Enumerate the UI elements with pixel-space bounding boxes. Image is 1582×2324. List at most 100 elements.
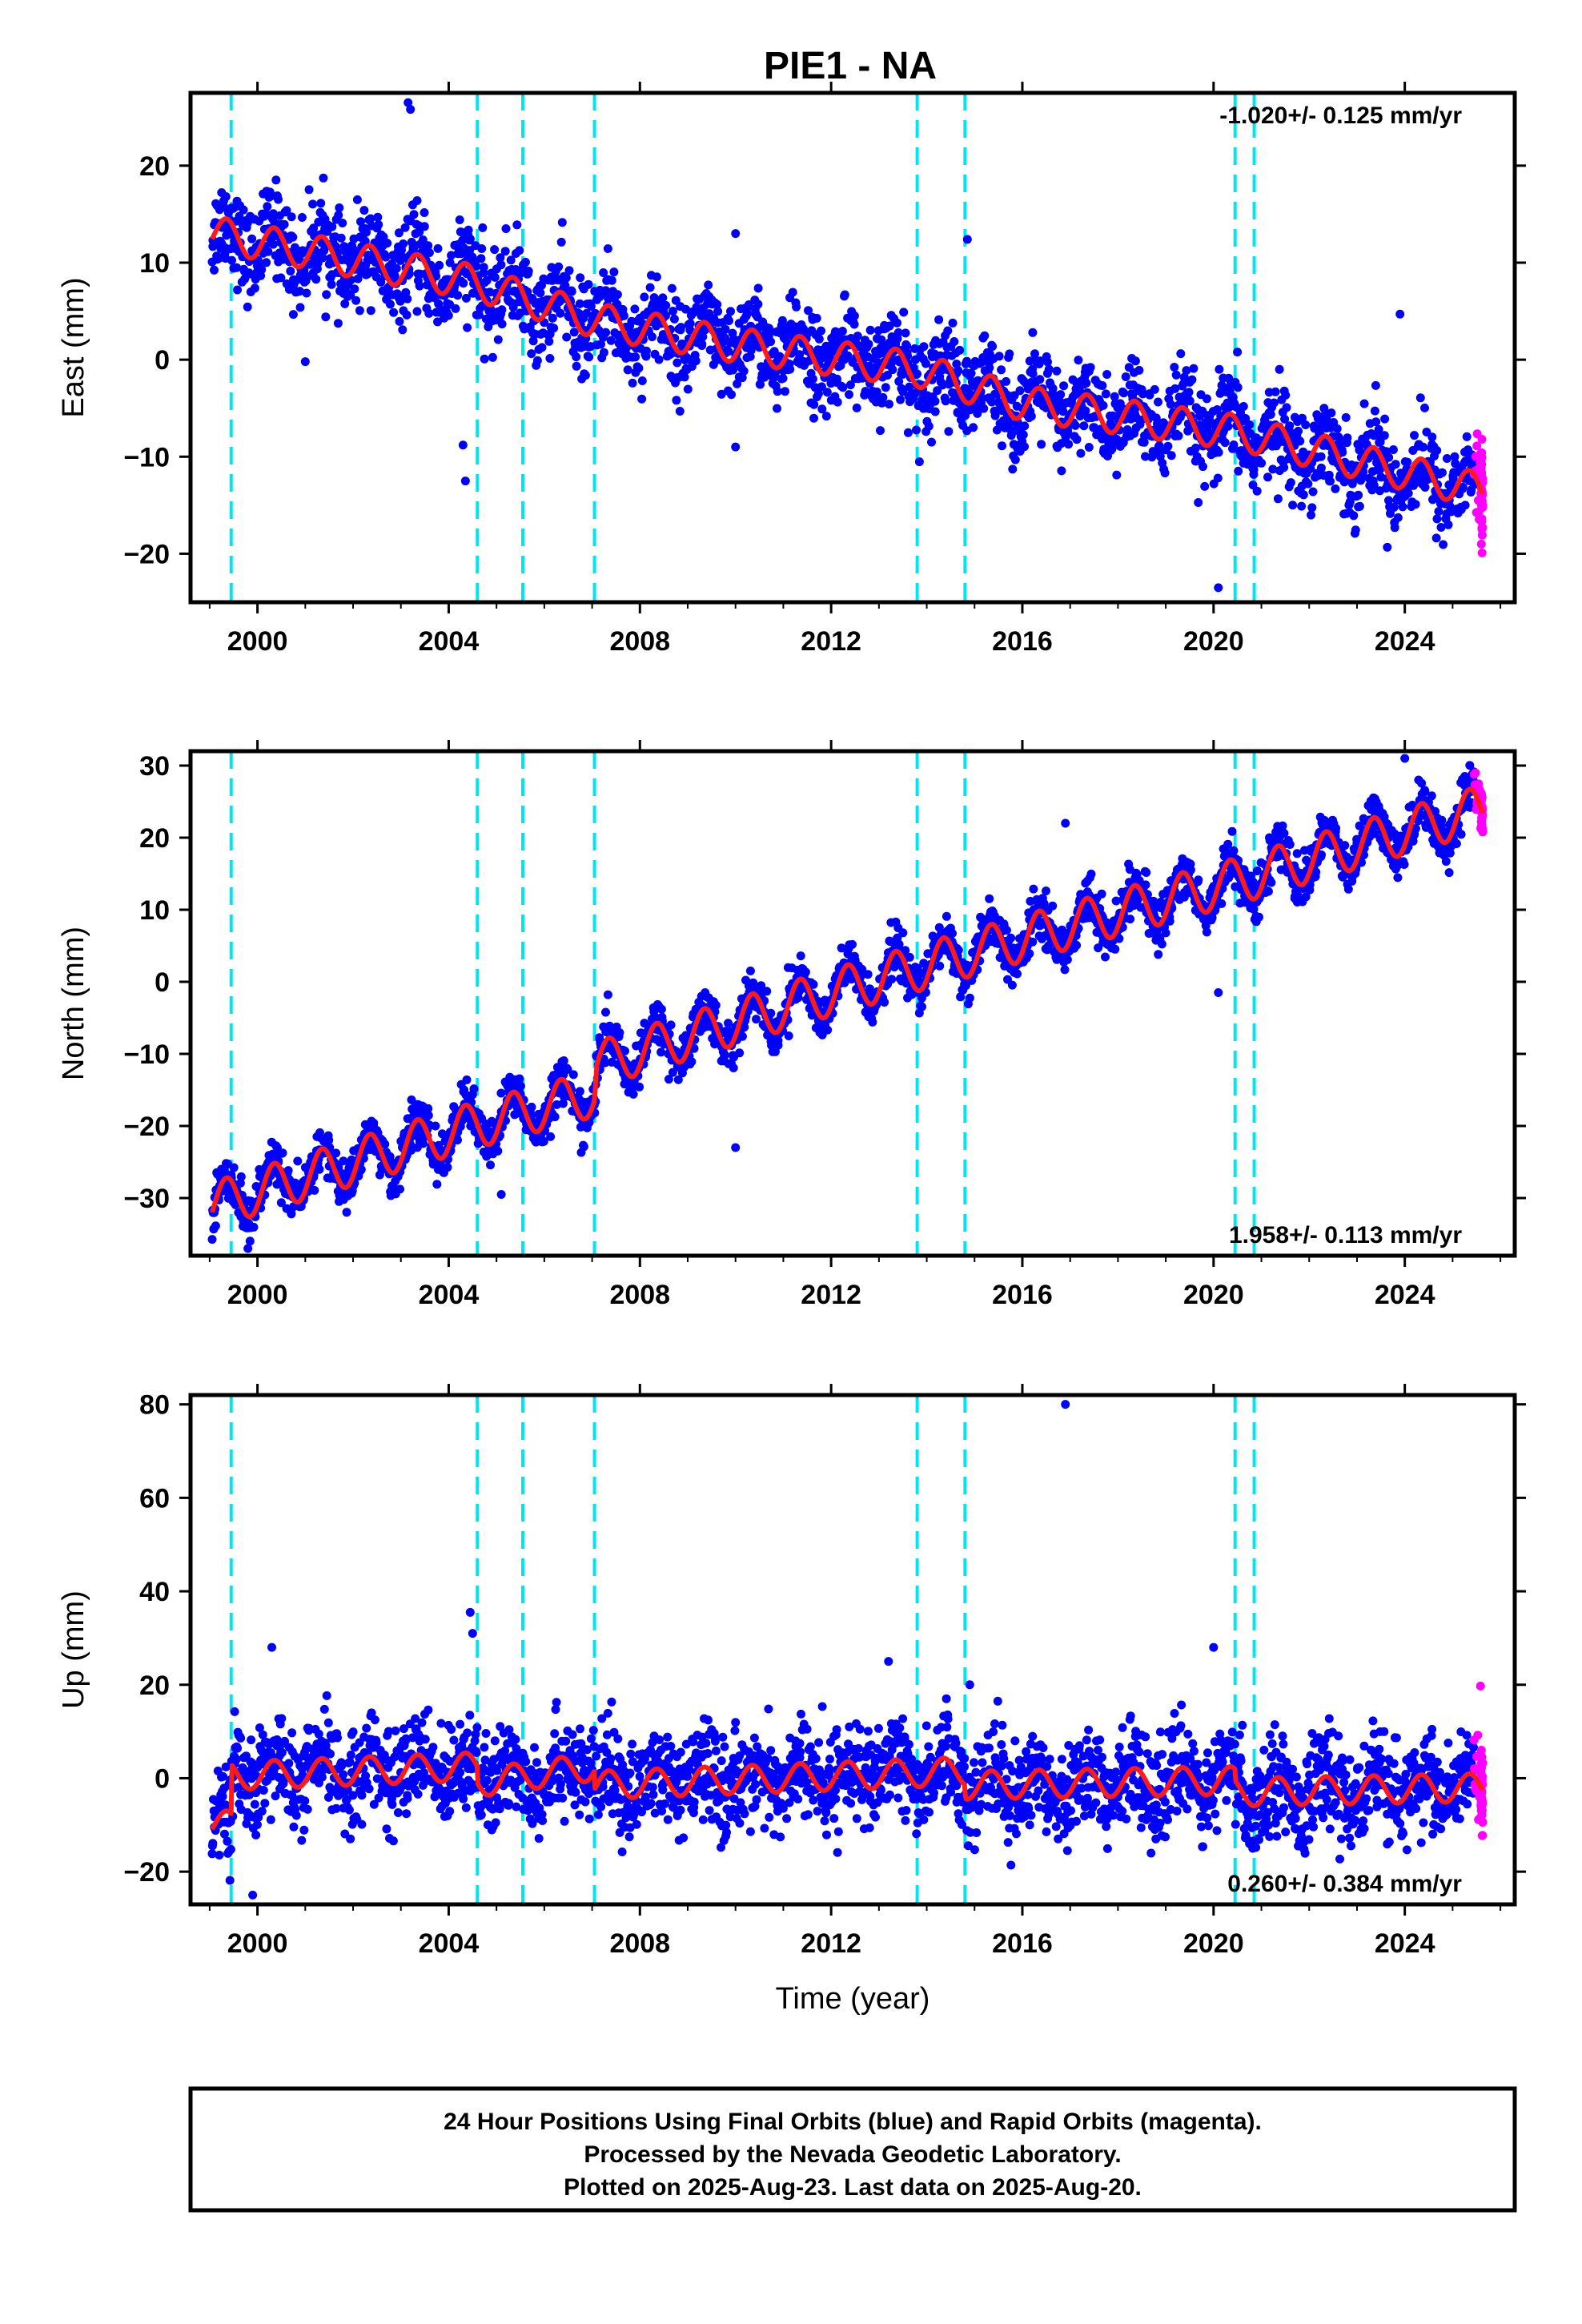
- final-point: [432, 1180, 442, 1189]
- final-point: [1054, 951, 1063, 961]
- final-point: [717, 389, 726, 399]
- final-point: [1072, 940, 1082, 950]
- final-point: [1028, 937, 1038, 947]
- final-point: [584, 352, 594, 362]
- final-point: [249, 1222, 259, 1232]
- final-point: [724, 347, 733, 356]
- final-point: [1141, 452, 1150, 461]
- final-point: [355, 306, 364, 316]
- final-point: [658, 293, 668, 303]
- final-point: [919, 342, 929, 352]
- outlier-point: [927, 437, 937, 447]
- final-point: [402, 310, 412, 320]
- final-point: [1355, 445, 1364, 455]
- final-point: [814, 334, 824, 344]
- final-point: [537, 343, 547, 352]
- final-point: [1303, 479, 1313, 489]
- figure-title: PIE1 - NA: [764, 45, 937, 87]
- final-point: [1141, 880, 1150, 890]
- final-point: [1170, 363, 1179, 372]
- final-point: [896, 395, 905, 404]
- final-point: [527, 1102, 536, 1112]
- final-point: [1295, 436, 1305, 446]
- final-point: [310, 1185, 319, 1195]
- final-point: [544, 336, 554, 346]
- final-point: [1030, 349, 1039, 359]
- final-point: [1070, 420, 1080, 430]
- final-point: [600, 1058, 610, 1068]
- final-point: [508, 303, 518, 312]
- final-point: [455, 215, 464, 224]
- final-point: [955, 345, 965, 355]
- final-point: [1166, 451, 1176, 460]
- final-point: [1062, 955, 1072, 964]
- final-point: [415, 281, 424, 291]
- final-point: [893, 328, 903, 337]
- final-point: [1191, 443, 1200, 452]
- final-point: [637, 394, 647, 404]
- final-point: [490, 272, 500, 282]
- final-point: [677, 323, 686, 332]
- final-point: [1056, 390, 1066, 400]
- final-point: [420, 222, 429, 231]
- final-point: [324, 1136, 334, 1145]
- final-point: [1161, 928, 1170, 938]
- final-point: [288, 232, 298, 242]
- final-point: [1280, 414, 1290, 424]
- final-point: [1450, 452, 1460, 461]
- final-point: [464, 225, 473, 235]
- final-point: [250, 283, 259, 293]
- final-point: [400, 223, 410, 232]
- outlier-point: [404, 98, 413, 107]
- final-point: [966, 368, 976, 378]
- final-point: [845, 390, 853, 400]
- final-point: [520, 257, 530, 267]
- final-point: [885, 321, 894, 331]
- final-point: [1332, 424, 1342, 433]
- final-point: [1079, 421, 1089, 431]
- final-point: [480, 354, 489, 364]
- final-point: [263, 202, 272, 211]
- final-point: [1233, 383, 1243, 392]
- final-point: [1437, 468, 1447, 477]
- final-point: [1134, 365, 1144, 375]
- final-point: [1119, 388, 1129, 398]
- final-point: [685, 325, 695, 335]
- final-point: [295, 287, 304, 296]
- east-y-tick-label: 0: [155, 345, 170, 376]
- final-point: [994, 352, 1004, 361]
- final-point: [1076, 448, 1086, 458]
- final-point: [453, 1136, 462, 1145]
- final-point: [424, 248, 434, 257]
- final-point: [1174, 431, 1183, 440]
- east-y-axis-label: East (mm): [57, 277, 90, 417]
- final-point: [314, 217, 323, 227]
- final-point: [1241, 414, 1251, 423]
- final-point: [1026, 412, 1036, 421]
- final-point: [1138, 389, 1147, 399]
- final-point: [1044, 364, 1054, 374]
- outlier-point: [458, 440, 468, 450]
- final-point: [1389, 503, 1399, 512]
- final-point: [412, 196, 422, 205]
- final-point: [1439, 540, 1448, 549]
- final-point: [661, 300, 671, 310]
- final-point: [635, 1082, 644, 1092]
- final-point: [496, 1088, 506, 1098]
- final-point: [461, 293, 471, 303]
- final-point: [1380, 414, 1390, 424]
- final-point: [1338, 448, 1347, 457]
- final-point: [1020, 442, 1029, 452]
- final-point: [729, 1063, 738, 1072]
- final-point: [488, 352, 497, 362]
- final-point: [418, 235, 428, 244]
- final-point: [1005, 349, 1014, 359]
- final-point: [1298, 413, 1307, 423]
- final-point: [795, 350, 805, 360]
- final-point: [207, 1235, 217, 1244]
- final-point: [901, 946, 910, 955]
- final-point: [263, 247, 273, 256]
- final-point: [295, 303, 305, 312]
- final-point: [415, 227, 424, 237]
- final-point: [1101, 952, 1110, 962]
